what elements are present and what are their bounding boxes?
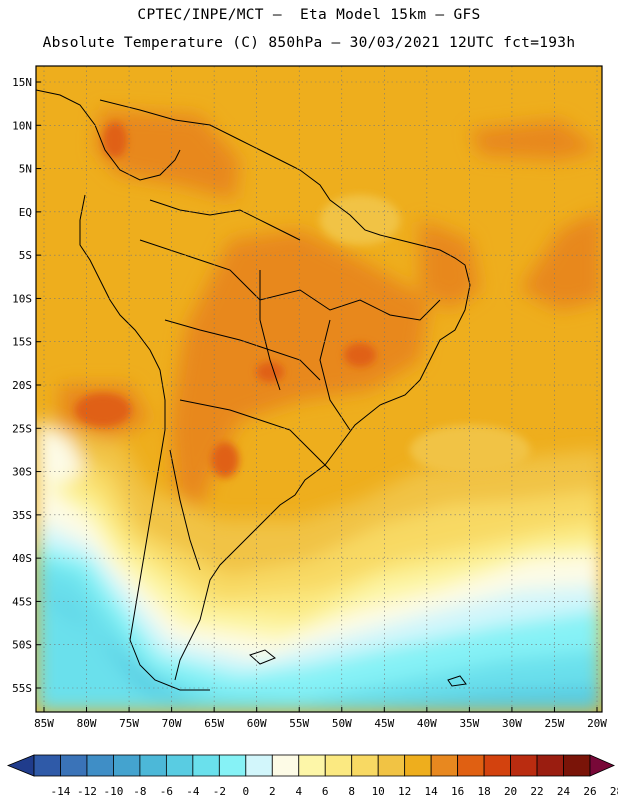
colorbar-swatch [245,754,273,777]
colorbar-tick-label: 16 [451,785,464,798]
colorbar-swatch [430,754,459,777]
lat-tick-label: 55S [12,682,32,695]
lat-tick-label: 15S [12,336,32,349]
colorbar-tick-label: -8 [133,785,146,798]
colorbar-tick-label: 12 [398,785,411,798]
colorbar-tick-label: 4 [295,785,302,798]
latitude-axis: 15N 10N 5N EQ 5S 10S 15S 20S 25S 30S 35S 40S 45S 50S 5… [12,76,41,695]
colorbar-tick-label: 18 [477,785,490,798]
colorbar-swatch [510,754,538,777]
colorbar-tick-label: 14 [425,785,439,798]
colorbar-tick-label: -14 [51,785,71,798]
lon-tick-label: 65W [204,717,224,730]
lat-tick-label: 30S [12,466,32,479]
colorbar-tick-label: -2 [213,785,226,798]
colorbar-tick-label: 8 [348,785,355,798]
lat-tick-label: 20S [12,379,32,392]
colorbar-swatch [404,754,432,777]
colorbar-tick-label: 0 [242,785,249,798]
colorbar-swatch [351,754,379,777]
colorbar-tick-label: -12 [77,785,97,798]
map-title: CPTEC/INPE/MCT – Eta Model 15km – GFS [137,7,481,23]
colorbar-tick-label: 6 [322,785,329,798]
lon-tick-label: 85W [34,717,54,730]
lon-tick-label: 35W [459,717,479,730]
lon-tick-label: 60W [247,717,267,730]
colorbar-tick-label: -6 [160,785,173,798]
colorbar-swatch [536,754,564,777]
lon-tick-label: 80W [77,717,97,730]
lon-tick-label: 25W [545,717,565,730]
lat-tick-label: 35S [12,509,32,522]
lat-tick-label: 10S [12,292,32,305]
colorbar-swatch [457,754,485,777]
colorbar-tick-label: 24 [557,785,571,798]
lon-tick-label: 40W [417,717,437,730]
colorbar-tick-label: 22 [530,785,543,798]
lat-tick-label: 5S [19,249,32,262]
colorbar-swatch [113,754,141,777]
colorbar-swatch [298,754,326,777]
lat-tick-label: 40S [12,552,32,565]
colorbar [6,754,615,777]
map-frame [35,65,603,713]
lon-tick-label: 70W [162,717,182,730]
lon-tick-label: 75W [119,717,139,730]
colorbar-swatch [218,754,247,777]
lon-tick-label: 30W [502,717,522,730]
lat-tick-label: EQ [19,206,32,219]
colorbar-swatch [192,754,220,777]
colorbar-swatch [324,754,353,777]
lon-tick-label: 55W [289,717,309,730]
colorbar-swatch [60,754,88,777]
temperature-field [36,66,602,712]
lat-tick-label: 25S [12,422,32,435]
map-subtitle: Absolute Temperature (C) 850hPa – 30/03/… [42,35,576,51]
lat-tick-label: 10N [12,119,32,132]
lon-tick-label: 45W [374,717,394,730]
coastlines [36,89,471,691]
colorbar-swatch [377,754,406,777]
colorbar-tick-label: 26 [583,785,596,798]
colorbar-tick-label: 20 [504,785,517,798]
colorbar-tick-label: 28 [610,785,618,798]
colorbar-tick-label: -4 [186,785,200,798]
lon-tick-label: 20W [587,717,607,730]
colorbar-swatch [86,754,114,777]
colorbar-min-arrow [6,754,35,777]
colorbar-swatch [563,754,591,777]
colorbar-swatch [33,754,61,777]
colorbar-swatch [271,754,300,777]
colorbar-swatch [165,754,194,777]
colorbar-tick-label: 2 [269,785,276,798]
lat-tick-label: 45S [12,595,32,608]
longitude-axis: 85W 80W 75W 70W 65W 60W 55W 50W 45W 40W 35W 30W 25W 2… [34,707,607,730]
colorbar-labels: -14 -12 -10 -8 -6 -4 -2 0 2 4 6 8 10 12 14 16 18 20 22 24 26… [51,785,618,798]
colorbar-swatch [483,754,511,777]
colorbar-tick-label: -10 [103,785,123,798]
lat-tick-label: 5N [19,163,32,176]
colorbar-tick-label: 10 [372,785,385,798]
lon-tick-label: 50W [332,717,352,730]
lat-tick-label: 50S [12,639,32,652]
lat-tick-label: 15N [12,76,32,89]
colorbar-swatch [139,754,167,777]
colorbar-max-arrow [589,754,615,777]
